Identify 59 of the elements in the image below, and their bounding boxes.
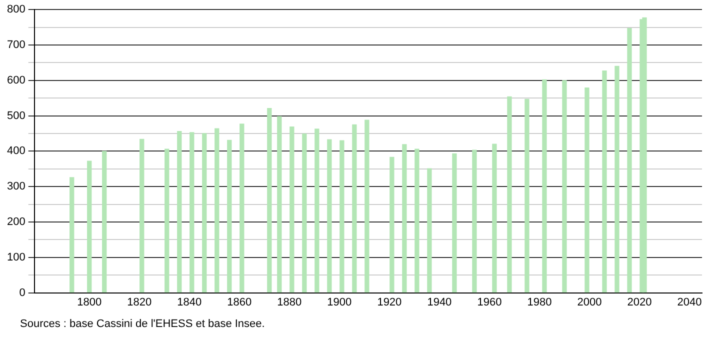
bar (614, 66, 620, 293)
bar (214, 128, 220, 293)
bar (492, 144, 497, 293)
x-tick-label: 1940 (427, 296, 452, 308)
bar (414, 148, 420, 293)
bar (602, 70, 607, 293)
x-tick-label: 2040 (677, 296, 702, 308)
bar (302, 134, 307, 293)
x-tick-label: 1920 (377, 296, 402, 308)
y-tick-label: 100 (6, 251, 26, 264)
bar (327, 139, 332, 293)
source-note: Sources : base Cassini de l'EHESS et base Insee. (20, 318, 265, 330)
y-tick-label: 400 (6, 145, 26, 158)
bar (402, 144, 407, 293)
bar (524, 98, 530, 293)
x-tick-label: 1860 (227, 296, 252, 308)
x-tick-label: 2000 (577, 296, 602, 308)
y-tick-label: 200 (6, 216, 26, 228)
bar (642, 17, 647, 293)
x-tick-label: 1820 (127, 296, 152, 308)
bar (352, 124, 357, 293)
bar (472, 150, 477, 293)
bar (177, 131, 182, 293)
bar (164, 148, 170, 293)
bar (627, 28, 632, 293)
bar (340, 140, 344, 293)
bar (227, 140, 232, 293)
x-tick-label: 1980 (527, 296, 552, 308)
y-tick-label: 500 (6, 110, 26, 122)
bar (240, 124, 244, 293)
y-tick-label: 300 (6, 180, 26, 193)
bar (542, 79, 547, 293)
bar (390, 156, 394, 293)
bar (562, 80, 567, 293)
bar (70, 177, 74, 293)
bar (202, 133, 207, 293)
x-tick-label: 1840 (177, 296, 202, 308)
bar (290, 126, 294, 293)
bar (190, 132, 194, 293)
bar (267, 108, 272, 293)
x-tick-label: 1960 (477, 296, 502, 308)
x-tick-label: 1880 (277, 296, 302, 308)
bar (584, 88, 590, 293)
y-tick-label: 0 (19, 286, 26, 299)
bar (140, 138, 144, 293)
bar (427, 168, 432, 293)
x-tick-label: 1800 (77, 296, 102, 308)
y-tick-label: 800 (6, 4, 26, 16)
bar (277, 116, 282, 293)
bar (507, 96, 512, 293)
x-tick-label: 1900 (327, 296, 352, 308)
x-tick-label: 2020 (627, 296, 652, 308)
y-tick-label: 600 (6, 74, 26, 86)
bar (314, 128, 320, 293)
bar (452, 153, 457, 293)
bar (364, 120, 370, 293)
bar (102, 150, 107, 293)
bar (87, 160, 92, 293)
y-tick-label: 700 (6, 39, 26, 52)
